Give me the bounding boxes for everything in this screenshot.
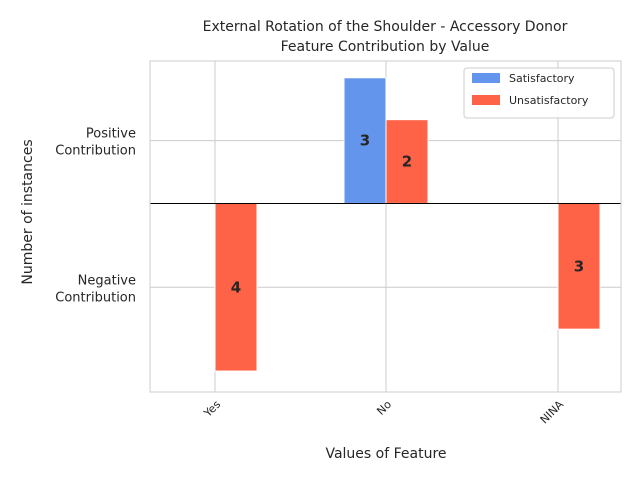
y-tick-label-1-line-1: Negative [78, 273, 136, 288]
y-tick-label-0-line-2: Contribution [55, 144, 136, 159]
x-tick-label-nina: NINA [538, 398, 567, 427]
bar-value-label: 4 [231, 278, 241, 296]
legend-box [463, 67, 615, 119]
legend: Satisfactory Unsatisfactory [463, 67, 615, 119]
bar-value-label: 2 [402, 153, 412, 171]
bar-value-label: 3 [360, 132, 370, 150]
y-axis-label: Number of instances [20, 139, 36, 284]
y-tick-label-0-line-1: Positive [86, 127, 136, 142]
legend-swatch-unsatisfactory [472, 95, 500, 105]
x-tick-labels: Yes No NINA [201, 398, 567, 427]
y-tick-label-1-line-2: Contribution [55, 290, 136, 305]
legend-swatch-satisfactory [472, 73, 500, 83]
y-tick-labels: Positive Contribution Negative Contribution [55, 127, 136, 306]
x-tick-label-yes: Yes [201, 398, 224, 421]
chart-title-line-1: External Rotation of the Shoulder - Acce… [203, 19, 568, 35]
legend-label-unsatisfactory: Unsatisfactory [509, 94, 589, 107]
chart-title-line-2: Feature Contribution by Value [281, 39, 490, 55]
bar-unsatisfactory-no [385, 119, 429, 204]
x-tick-label-no: No [374, 398, 394, 418]
legend-label-satisfactory: Satisfactory [509, 72, 575, 85]
plot-frame [149, 60, 622, 393]
bar-value-label: 3 [574, 257, 584, 275]
x-axis-label: Values of Feature [325, 446, 446, 462]
bar-unsatisfactory-yes [214, 202, 258, 372]
bar-satisfactory-no [343, 77, 387, 204]
bar-labels: 3 4 2 3 [231, 132, 584, 297]
bars [214, 77, 601, 372]
